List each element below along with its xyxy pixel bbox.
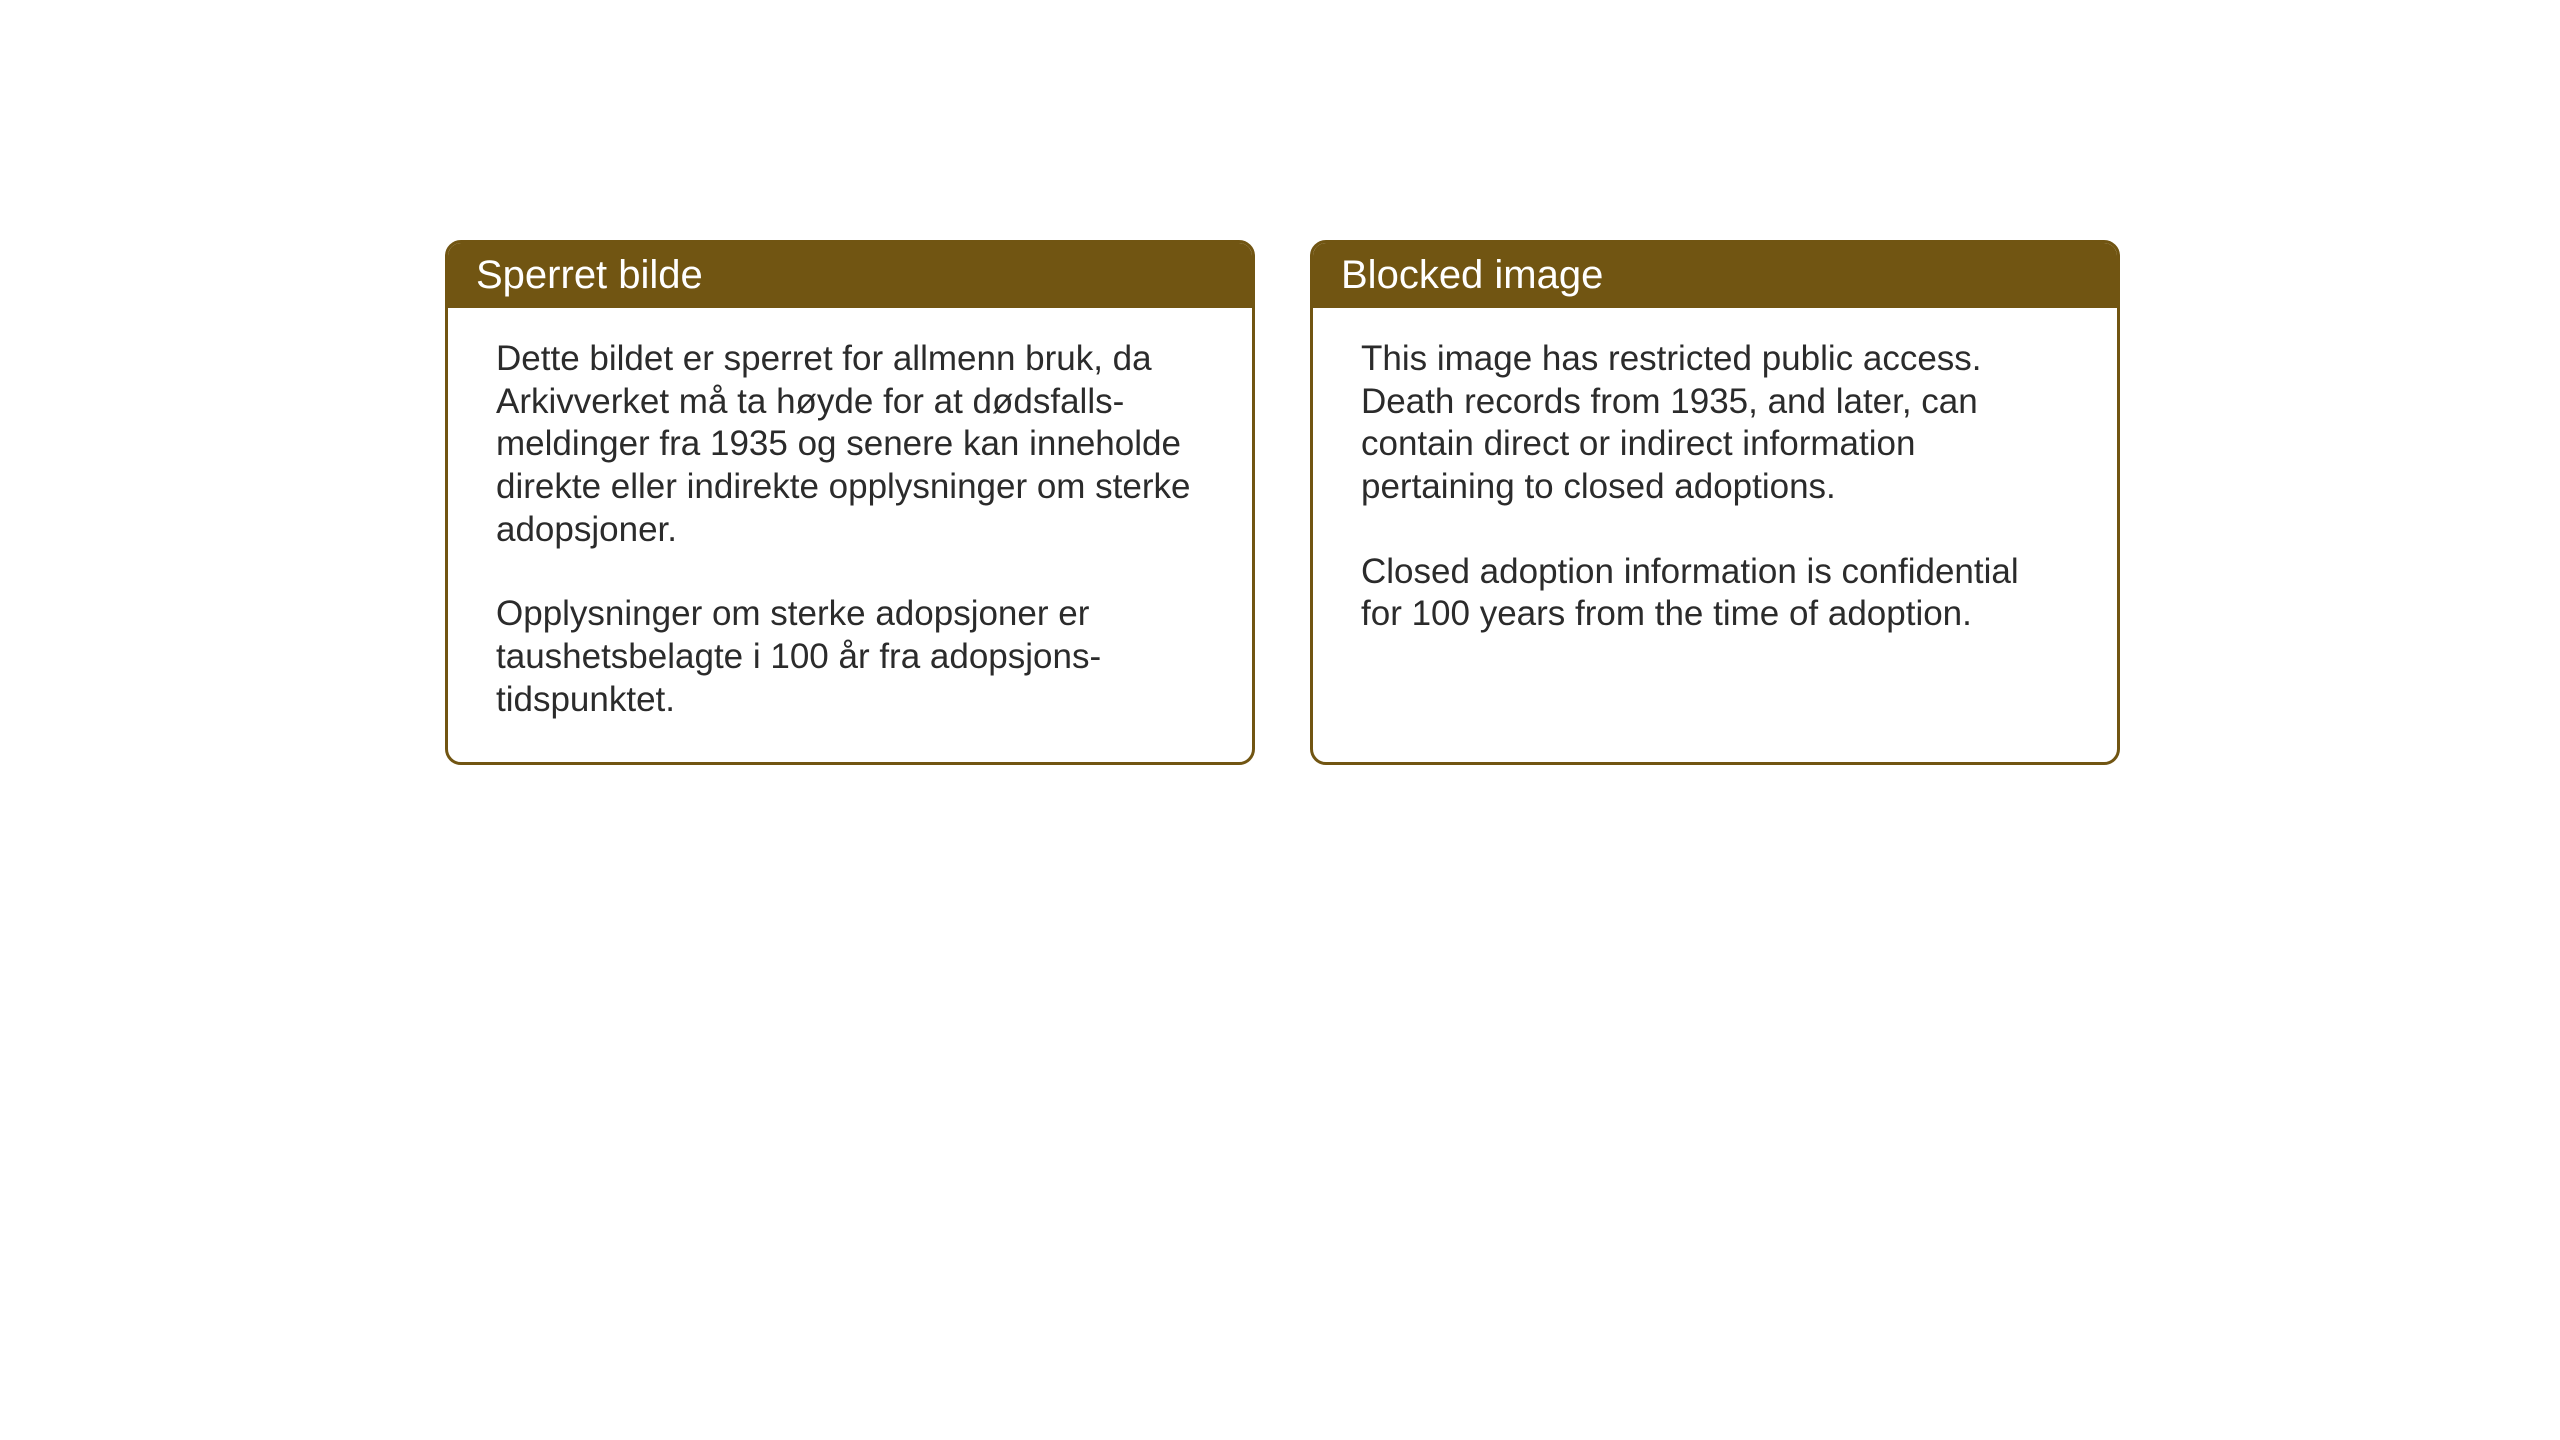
english-paragraph-2: Closed adoption information is confident… (1361, 551, 2069, 636)
cards-container: Sperret bilde Dette bildet er sperret fo… (445, 240, 2120, 765)
english-paragraph-1: This image has restricted public access.… (1361, 338, 2069, 509)
english-card: Blocked image This image has restricted … (1310, 240, 2120, 765)
norwegian-paragraph-1: Dette bildet er sperret for allmenn bruk… (496, 338, 1204, 551)
english-card-title: Blocked image (1313, 243, 2117, 308)
norwegian-paragraph-2: Opplysninger om sterke adopsjoner er tau… (496, 593, 1204, 721)
english-card-body: This image has restricted public access.… (1313, 308, 2117, 748)
norwegian-card: Sperret bilde Dette bildet er sperret fo… (445, 240, 1255, 765)
norwegian-card-body: Dette bildet er sperret for allmenn bruk… (448, 308, 1252, 762)
norwegian-card-title: Sperret bilde (448, 243, 1252, 308)
